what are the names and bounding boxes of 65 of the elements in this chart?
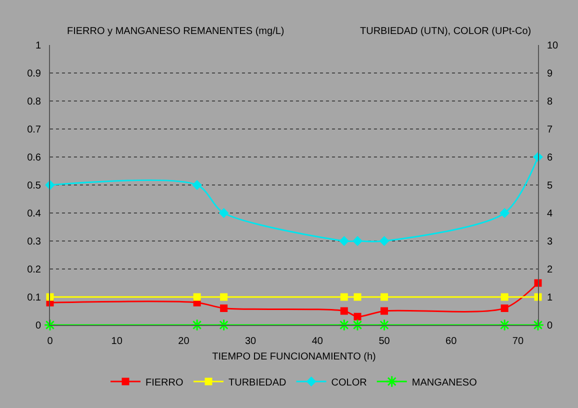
point xyxy=(532,318,544,332)
y2-tick-label: 1 xyxy=(547,292,553,304)
point xyxy=(220,304,228,312)
x-tick-label: 60 xyxy=(446,336,458,347)
y-tick-label: 0.2 xyxy=(27,264,42,276)
y-tick-label: 0.7 xyxy=(27,124,42,136)
x-tick-label: 30 xyxy=(244,336,257,347)
y2-tick-label: 9 xyxy=(547,68,553,80)
x-tick-label: 70 xyxy=(512,336,524,347)
y-tick-label: 0.5 xyxy=(27,180,42,192)
y-tick-label: 1 xyxy=(35,40,42,52)
point xyxy=(498,318,511,332)
point xyxy=(534,279,542,287)
point xyxy=(340,293,348,301)
x-tick-label: 50 xyxy=(378,336,390,347)
y-tick-label: 0 xyxy=(35,320,42,332)
point xyxy=(378,318,390,332)
y-tick-label: 0.8 xyxy=(27,96,42,108)
x-axis-title: TIEMPO DE FUNCIONAMIENTO (h) xyxy=(212,352,376,362)
y2-tick-label: 7 xyxy=(547,124,553,136)
point xyxy=(219,208,228,218)
point xyxy=(500,304,508,312)
y2-tick-label: 0 xyxy=(547,320,553,332)
legend-label: MANGANESO xyxy=(412,377,478,388)
point xyxy=(380,293,388,301)
point xyxy=(220,293,228,301)
point xyxy=(340,307,348,315)
y-tick-label: 0.1 xyxy=(27,292,42,304)
point xyxy=(352,236,362,246)
y-tick-label: 0.9 xyxy=(27,68,42,80)
y2-tick-label: 6 xyxy=(547,152,553,164)
point xyxy=(190,318,204,332)
point xyxy=(500,293,508,301)
point xyxy=(192,180,202,190)
y-tick-label: 0.6 xyxy=(27,152,42,164)
x-tick-label: 20 xyxy=(178,336,190,347)
point xyxy=(218,318,230,332)
point xyxy=(193,293,201,301)
y2-axis-title: TURBIEDAD (UTN), COLOR (UPt-Co) xyxy=(360,26,532,37)
x-tick-label: 40 xyxy=(312,336,324,347)
x-tick-label: 10 xyxy=(111,336,123,347)
point xyxy=(339,236,349,246)
legend-label: FIERRO xyxy=(146,377,184,388)
y-axis-title: FIERRO y MANGANESO REMANENTES (mg/L) xyxy=(67,26,284,37)
y2-tick-label: 2 xyxy=(547,264,553,276)
point xyxy=(44,318,56,332)
point xyxy=(380,307,388,315)
y2-tick-label: 4 xyxy=(547,208,553,220)
point xyxy=(380,236,389,246)
point xyxy=(354,312,362,320)
y-tick-label: 0.3 xyxy=(27,236,42,248)
y2-tick-label: 5 xyxy=(547,180,553,192)
y2-tick-label: 10 xyxy=(547,40,559,52)
legend-label: COLOR xyxy=(331,377,367,388)
point xyxy=(351,318,364,332)
point xyxy=(534,293,542,301)
y-tick-label: 0.4 xyxy=(27,208,42,220)
point xyxy=(338,318,350,332)
point xyxy=(46,293,54,301)
y2-tick-label: 8 xyxy=(547,96,553,108)
x-tick-label: 0 xyxy=(47,336,54,347)
legend-label: TURBIEDAD xyxy=(228,377,286,388)
point xyxy=(354,293,362,301)
y2-tick-label: 3 xyxy=(547,236,553,248)
point xyxy=(500,208,510,218)
